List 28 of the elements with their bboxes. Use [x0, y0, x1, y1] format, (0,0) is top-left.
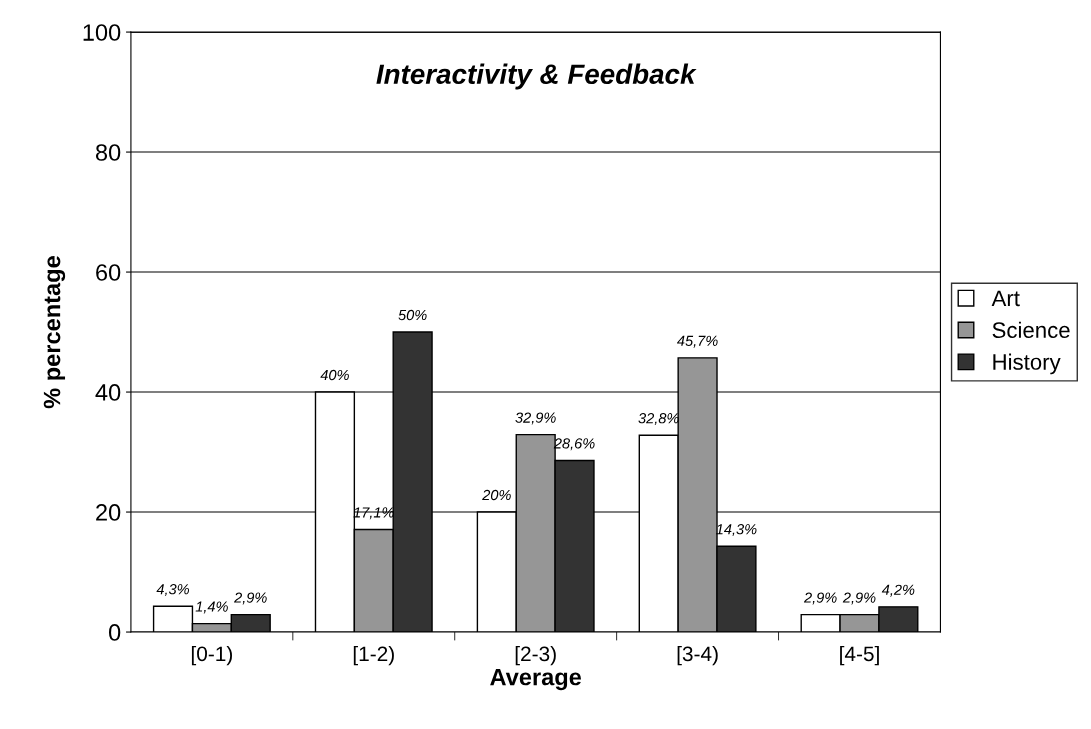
y-tick-label: 40 [95, 384, 121, 401]
text: Interactivity & Feedback [376, 63, 697, 90]
legend-label: Art [991, 290, 1020, 307]
x-tick-label: [0-1) [191, 645, 232, 666]
x-tick-label: [2-3) [515, 645, 556, 666]
data-label: 20% [482, 489, 511, 501]
legend-label: History [993, 353, 1061, 375]
y-tick-label: 100 [83, 24, 121, 41]
y-tick-label: 60 [96, 264, 121, 281]
data-label: 1,4% [195, 601, 228, 614]
x-tick-label: [3-4) [677, 645, 718, 666]
y-axis-title: % percentage [43, 256, 66, 409]
x-tick-label: [4-5] [840, 645, 879, 666]
data-label: 2,9% [803, 592, 837, 605]
y-tick-label: 80 [95, 144, 121, 161]
data-label: 50% [398, 309, 427, 321]
data-label: 2,9% [842, 592, 876, 605]
x-tick-label: [1-2) [353, 645, 394, 666]
data-label: 32,9% [515, 412, 556, 425]
data-label: 45,7% [677, 335, 718, 348]
data-label: 4,3% [156, 584, 190, 597]
y-tick-label: 0 [108, 624, 121, 641]
data-label: 40% [320, 369, 349, 381]
legend-label: Science [992, 321, 1070, 339]
data-label: 2,9% [234, 592, 267, 605]
x-axis-title: Average [490, 668, 582, 691]
y-tick-label: 20 [96, 504, 121, 521]
data-label: 4,2% [881, 584, 915, 597]
